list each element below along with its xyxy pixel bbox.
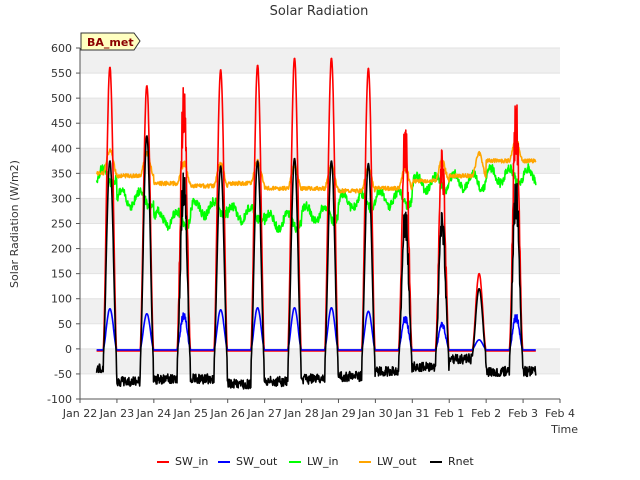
x-tick-label: Feb 4 <box>545 407 575 420</box>
series-line-sw-in <box>96 57 537 352</box>
grid-band <box>80 373 560 399</box>
x-tick-label: Jan 23 <box>99 407 134 420</box>
legend: SW_in SW_out LW_in LW_out Rnet <box>157 455 474 468</box>
legend-label: SW_out <box>236 455 278 468</box>
y-tick-label: 450 <box>51 117 72 130</box>
y-tick-label: 0 <box>65 343 72 356</box>
legend-label: LW_out <box>377 455 417 468</box>
y-tick-label: 350 <box>51 167 72 180</box>
x-tick-label: Jan 31 <box>394 407 429 420</box>
legend-label: Rnet <box>448 455 474 468</box>
grid-band <box>80 73 560 99</box>
x-tick-label: Jan 30 <box>357 407 392 420</box>
y-axis: -100 -50 0 50 100 150 200 250 300 350 400 450 500 550… <box>47 42 81 406</box>
series-layer <box>95 57 537 390</box>
grid-band <box>80 173 560 199</box>
y-tick-label: 150 <box>51 268 72 281</box>
grid-band <box>80 223 560 249</box>
y-tick-label: 100 <box>51 293 72 306</box>
x-tick-label: Feb 2 <box>471 407 501 420</box>
x-axis-title: Time <box>550 423 578 436</box>
y-tick-label: 250 <box>51 218 72 231</box>
grid-band <box>80 198 560 224</box>
x-tick-label: Jan 27 <box>246 407 281 420</box>
y-axis-title: Solar Radiation (W/m2) <box>8 160 21 288</box>
station-badge: BA_met <box>80 32 141 51</box>
series-line-lw-out <box>95 137 537 194</box>
y-tick-label: 200 <box>51 243 72 256</box>
x-tick-label: Jan 26 <box>209 407 244 420</box>
series-line-rnet <box>95 135 537 390</box>
x-tick-label: Jan 22 <box>62 407 97 420</box>
station-badge-label: BA_met <box>87 36 134 49</box>
y-tick-label: 300 <box>51 192 72 205</box>
x-tick-label: Feb 3 <box>508 407 538 420</box>
x-axis: Jan 22 Jan 23 Jan 24 Jan 25 Jan 26 Jan 27 Jan … <box>62 398 575 420</box>
legend-label: LW_in <box>307 455 339 468</box>
grid-band <box>80 348 560 374</box>
series-line-sw-out <box>96 307 537 351</box>
x-tick-label: Jan 24 <box>136 407 171 420</box>
grid-band <box>80 98 560 124</box>
x-tick-label: Jan 28 <box>283 407 318 420</box>
legend-label: SW_in <box>175 455 208 468</box>
chart-title: Solar Radiation <box>270 4 369 19</box>
y-tick-label: 50 <box>58 318 72 331</box>
x-tick-label: Feb 1 <box>434 407 464 420</box>
grid-band <box>80 298 560 324</box>
y-tick-label: 500 <box>51 92 72 105</box>
y-tick-label: -50 <box>54 368 72 381</box>
y-tick-label: -100 <box>47 393 72 406</box>
grid-band <box>80 248 560 274</box>
x-tick-label: Jan 29 <box>320 407 355 420</box>
grid-band <box>80 123 560 149</box>
x-tick-label: Jan 25 <box>173 407 208 420</box>
station-badge-box <box>80 32 141 51</box>
y-tick-label: 400 <box>51 142 72 155</box>
y-tick-label: 600 <box>51 42 72 55</box>
grid-band <box>80 323 560 349</box>
series-line-lw-in <box>95 163 537 233</box>
grid-bands <box>80 47 560 400</box>
y-tick-label: 550 <box>51 67 72 80</box>
grid-band <box>80 48 560 74</box>
